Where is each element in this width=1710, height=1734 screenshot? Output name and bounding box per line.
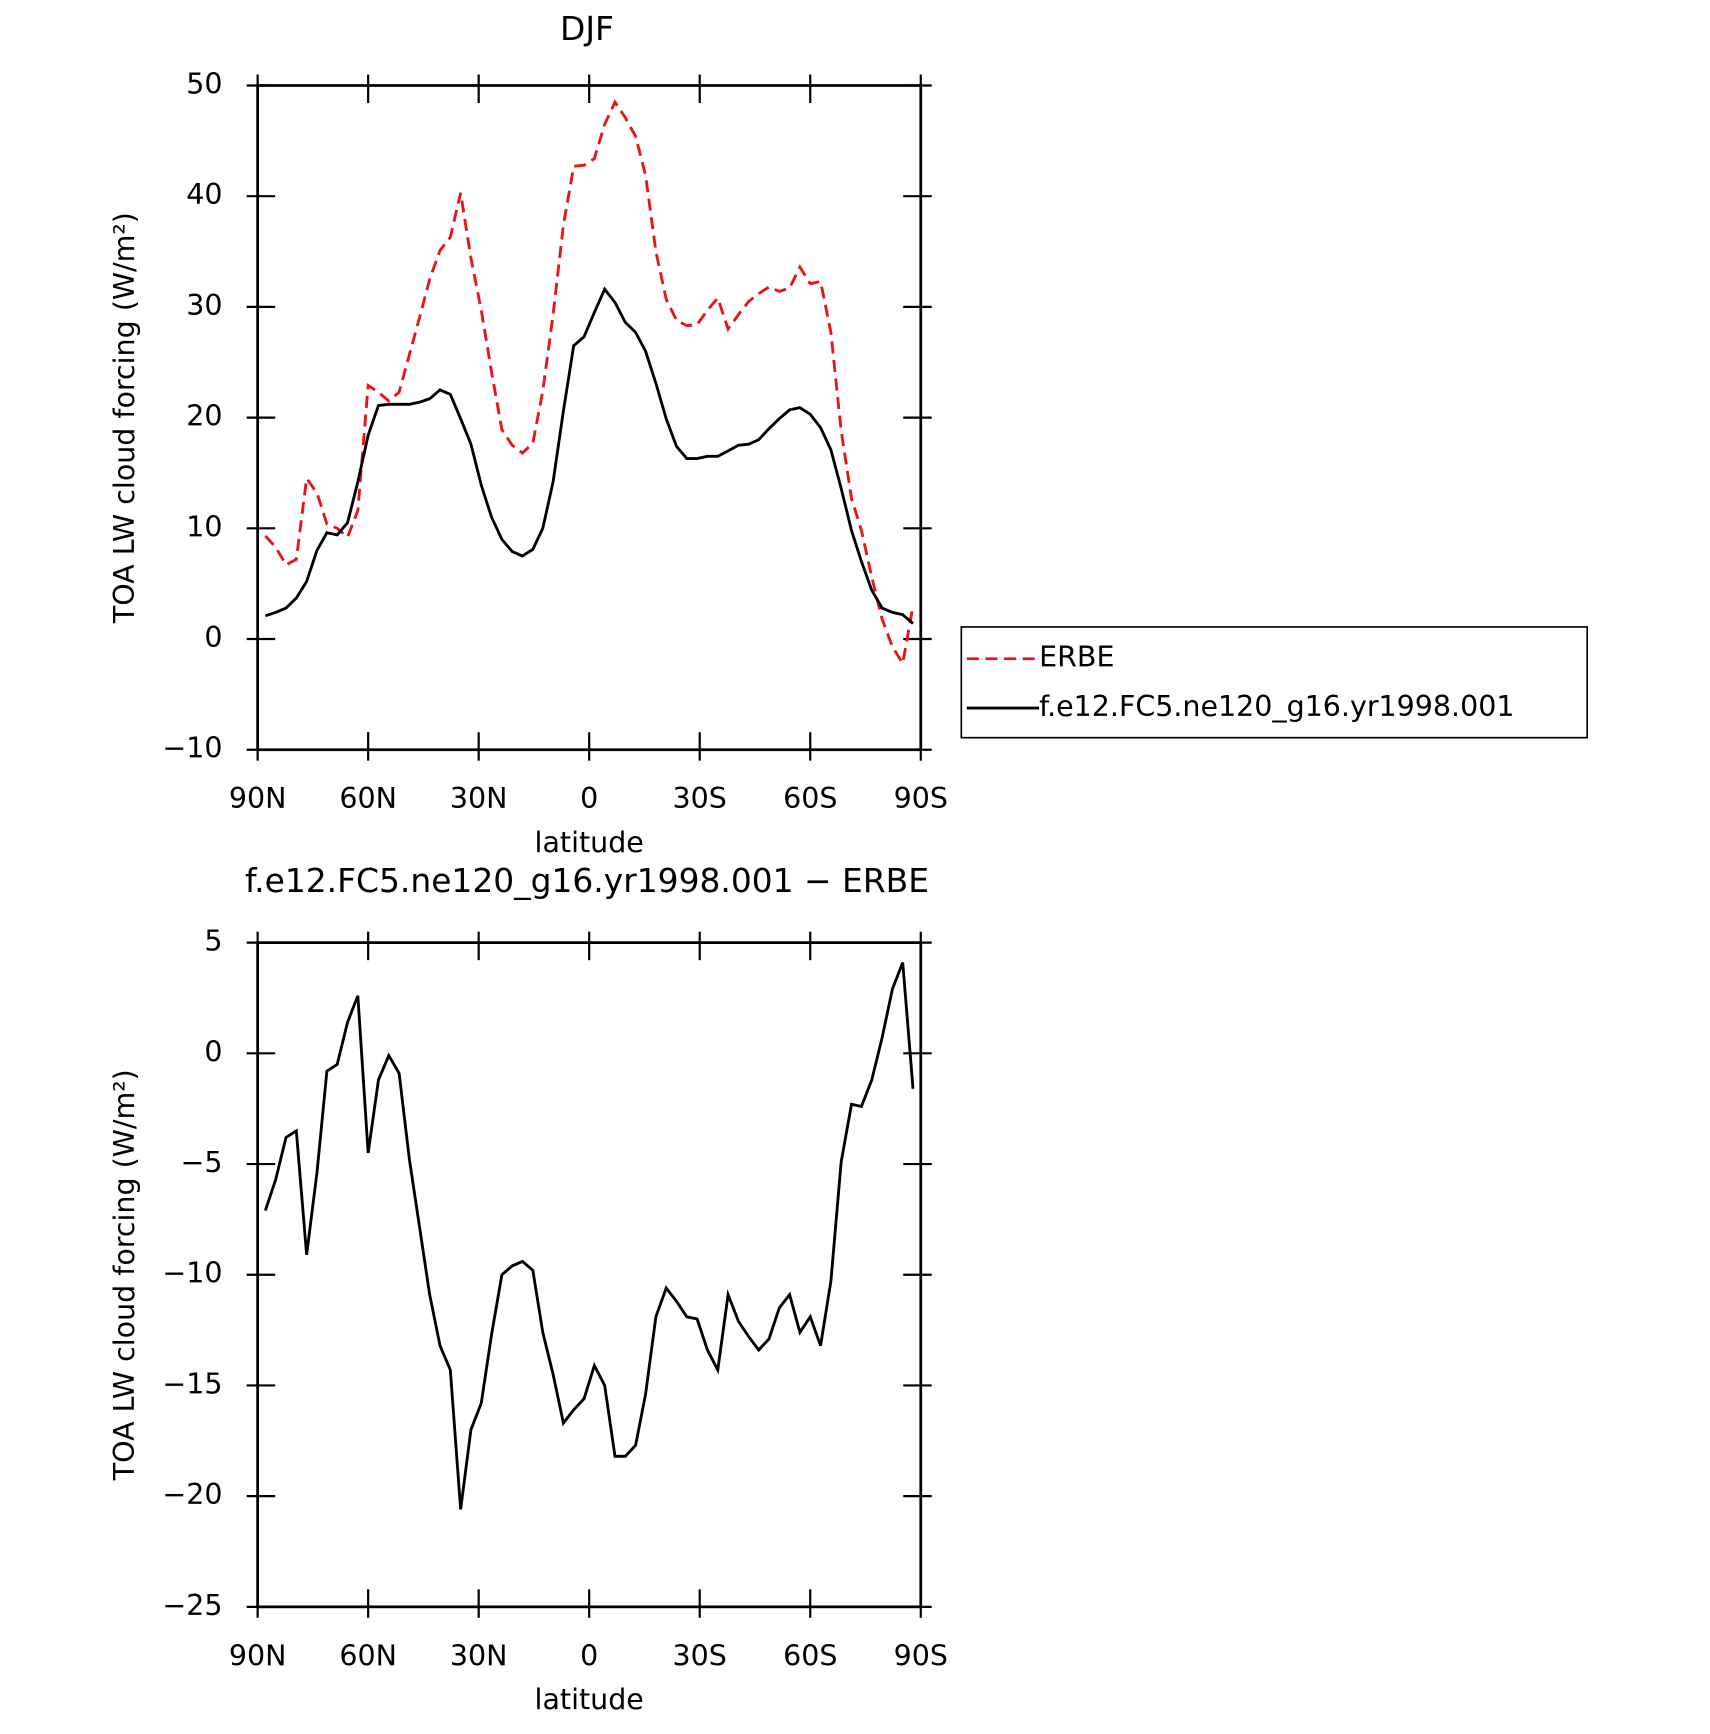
x-tick-label: 30N: [450, 1639, 508, 1672]
chart-title: DJF: [560, 9, 614, 48]
y-tick-label: −25: [162, 1589, 222, 1622]
legend-label: ERBE: [1039, 641, 1114, 674]
x-tick-label: 60N: [339, 782, 397, 815]
y-axis-label: TOA LW cloud forcing (W/m²): [108, 1069, 141, 1481]
x-tick-label: 60S: [783, 782, 837, 815]
legend-box: [960, 626, 1589, 739]
x-tick-label: 90N: [229, 782, 287, 815]
y-tick-label: 5: [204, 925, 222, 958]
data-line: [264, 99, 915, 668]
y-tick-label: 0: [204, 1035, 222, 1068]
y-tick-label: −10: [162, 1257, 222, 1290]
x-tick-label: 30N: [450, 782, 508, 815]
y-axis-label: TOA LW cloud forcing (W/m²): [108, 212, 141, 624]
y-tick-label: 30: [186, 289, 222, 322]
x-tick-label: 90N: [229, 1639, 287, 1672]
y-tick-label: −10: [162, 732, 222, 765]
x-tick-label: 60N: [339, 1639, 397, 1672]
y-tick-label: 10: [186, 510, 222, 543]
x-axis-label: latitude: [535, 1683, 644, 1716]
data-line: [264, 286, 914, 625]
y-tick-label: −5: [181, 1146, 223, 1179]
x-tick-label: 60S: [783, 1639, 837, 1672]
chart-title: f.e12.FC5.ne120_g16.yr1998.001 − ERBE: [245, 861, 929, 900]
legend-label: f.e12.FC5.ne120_g16.yr1998.001: [1039, 690, 1514, 723]
x-tick-label: 0: [580, 782, 598, 815]
x-tick-label: 30S: [673, 1639, 727, 1672]
y-tick-label: 40: [186, 178, 222, 211]
x-tick-label: 0: [580, 1639, 598, 1672]
y-tick-label: 20: [186, 400, 222, 433]
x-axis-label: latitude: [535, 826, 644, 859]
data-line: [264, 962, 915, 1510]
legend: ERBE f.e12.FC5.ne120_g16.yr1998.001: [960, 626, 1589, 739]
y-tick-label: −20: [162, 1478, 222, 1511]
y-tick-label: 50: [186, 67, 222, 100]
y-tick-label: 0: [204, 621, 222, 654]
x-tick-label: 90S: [894, 1639, 948, 1672]
x-tick-label: 30S: [673, 782, 727, 815]
x-tick-label: 90S: [894, 782, 948, 815]
y-tick-label: −15: [162, 1367, 222, 1400]
plot-frame: [256, 84, 923, 752]
plot-frame: [256, 941, 923, 1609]
